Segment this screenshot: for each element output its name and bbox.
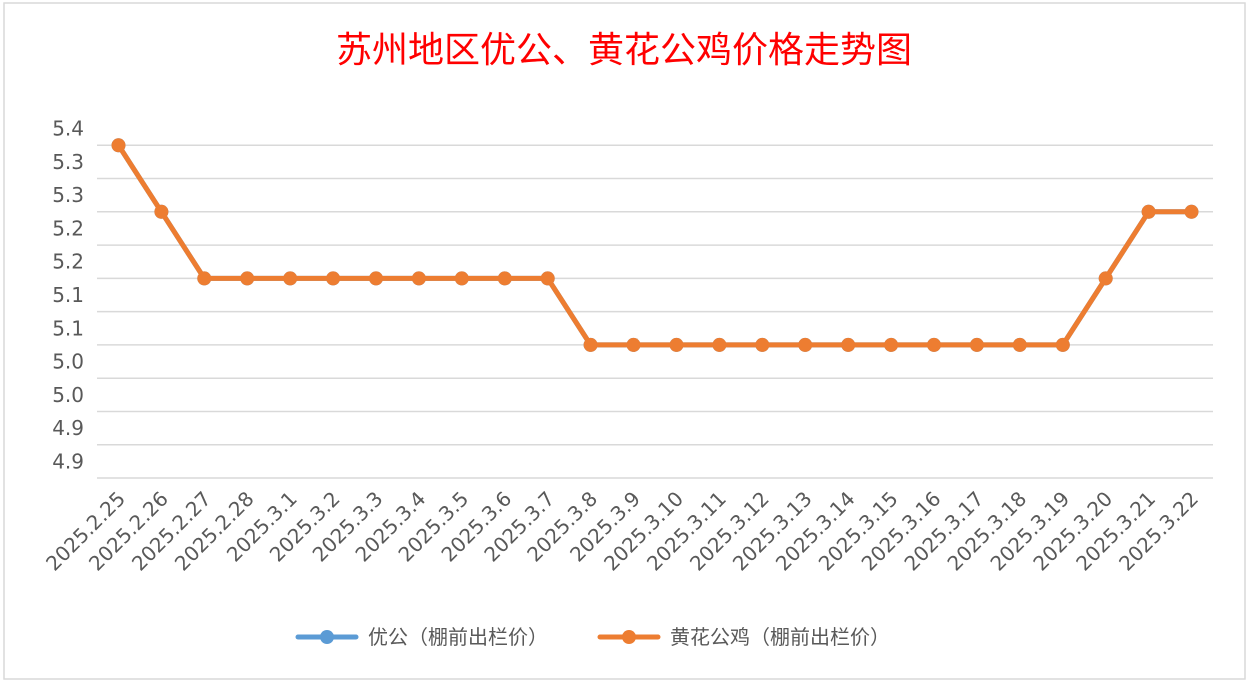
data-point [969, 337, 984, 352]
data-point [798, 337, 813, 352]
y-tick-label: 5.2 [52, 217, 84, 241]
series-lines [111, 138, 1199, 352]
data-point [283, 271, 298, 286]
y-tick-label: 5.1 [52, 316, 84, 340]
data-point [197, 271, 212, 286]
legend-item: 优公（棚前出栏价） [295, 625, 548, 649]
legend-label: 黄花公鸡（棚前出栏价） [670, 625, 890, 649]
data-point [626, 337, 641, 352]
data-point [1141, 204, 1156, 219]
y-tick-label: 5.3 [52, 150, 84, 174]
y-tick-label: 4.9 [52, 449, 84, 473]
data-point [755, 337, 770, 352]
y-axis-ticks: 4.9 4.9 5.0 5.0 5.1 5.1 5.2 5.2 5.3 5.3 5.4 [52, 117, 84, 474]
data-point [497, 271, 512, 286]
data-point [111, 138, 126, 153]
data-point [369, 271, 383, 286]
data-point [540, 271, 555, 286]
y-tick-label: 5.4 [52, 117, 84, 141]
data-point [1184, 204, 1199, 219]
data-point [1012, 337, 1027, 352]
data-point [454, 271, 469, 286]
gridlines [97, 144, 1213, 479]
y-tick-label: 5.1 [52, 283, 84, 307]
data-point [240, 271, 255, 286]
data-point [1098, 271, 1113, 286]
data-point [326, 271, 341, 286]
legend-marker [622, 630, 636, 644]
data-point [669, 337, 684, 352]
data-point [884, 337, 899, 352]
legend-item: 黄花公鸡（棚前出栏价） [597, 625, 890, 649]
chart-title: 苏州地区优公、黄花公鸡价格走势图 [336, 30, 912, 71]
series-1 [111, 138, 1199, 352]
data-point [154, 204, 169, 219]
data-point [712, 337, 727, 352]
y-tick-label: 4.9 [52, 416, 84, 440]
data-point [927, 337, 941, 352]
legend-marker [320, 630, 334, 644]
y-tick-label: 5.3 [52, 183, 84, 207]
series-line [116, 142, 1194, 348]
x-axis-ticks: 2025.2.252025.2.262025.2.272025.2.282025… [41, 487, 1203, 576]
y-tick-label: 5.2 [52, 250, 84, 274]
data-point [411, 271, 426, 286]
data-point [1055, 337, 1070, 352]
data-point [583, 337, 598, 352]
legend: 优公（棚前出栏价） 黄花公鸡（棚前出栏价） [295, 625, 890, 649]
y-tick-label: 5.0 [52, 383, 84, 407]
legend-label: 优公（棚前出栏价） [368, 625, 548, 649]
chart-frame [3, 2, 1246, 680]
y-tick-label: 5.0 [52, 350, 84, 374]
data-point [841, 337, 856, 352]
